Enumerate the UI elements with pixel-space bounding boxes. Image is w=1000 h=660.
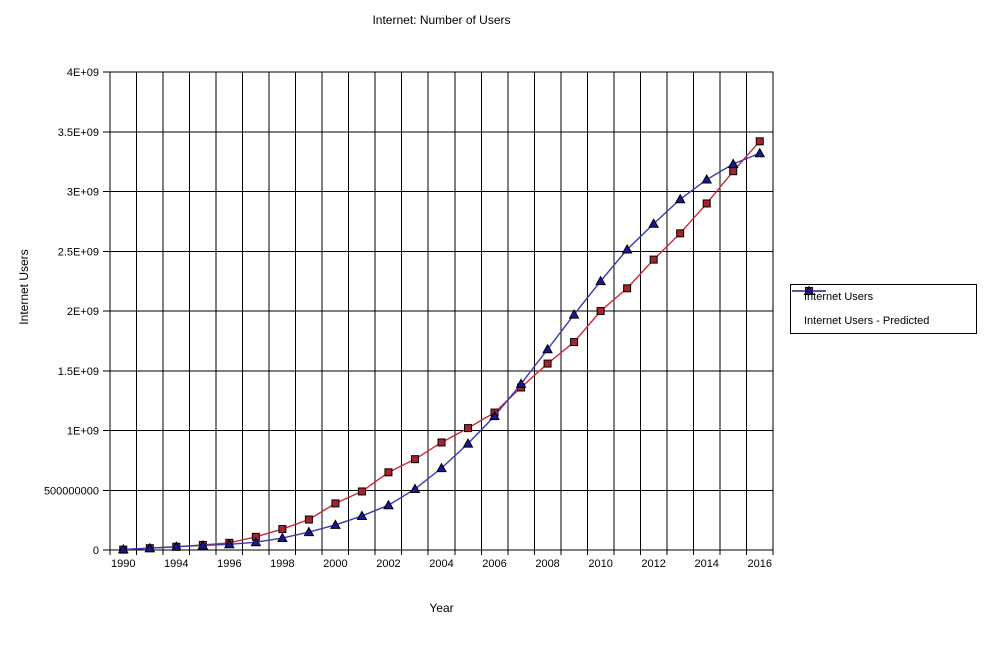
x-tick-label: 1994 [164,558,188,570]
x-tick-label: 2006 [482,558,506,570]
y-tick-label: 4E+09 [67,67,99,79]
x-axis-title: Year [429,601,454,615]
legend: Internet Users Internet Users - Predicte… [790,284,977,334]
x-tick-label: 1990 [111,558,135,570]
y-tick-label: 0 [93,545,99,557]
y-tick-label: 1E+09 [67,426,99,438]
y-tick-label: 500000000 [44,485,99,497]
x-tick-label: 1996 [217,558,241,570]
legend-label: Internet Users [804,291,874,303]
x-tick-label: 2002 [376,558,400,570]
x-tick-label: 2010 [588,558,612,570]
x-tick-label: 2012 [641,558,665,570]
x-tick-label: 2008 [535,558,559,570]
x-tick-label: 2000 [323,558,347,570]
y-tick-label: 1.5E+09 [58,366,99,378]
legend-label: Internet Users - Predicted [804,315,930,327]
legend-item-internet-users-predicted: Internet Users - Predicted [791,285,976,333]
y-axis-title: Internet Users [17,249,31,325]
y-tick-label: 3E+09 [67,187,99,199]
x-tick-label: 2004 [429,558,453,570]
y-tick-label: 3.5E+09 [58,127,99,139]
chart-title: Internet: Number of Users [372,13,511,27]
series-predicted [117,147,766,554]
series-predicted-legend-icon [792,285,826,295]
x-tick-label: 1998 [270,558,294,570]
x-tick-label: 2016 [747,558,771,570]
y-tick-label: 2.5E+09 [58,246,99,258]
y-tick-label: 2E+09 [67,306,99,318]
x-tick-label: 2014 [694,558,718,570]
